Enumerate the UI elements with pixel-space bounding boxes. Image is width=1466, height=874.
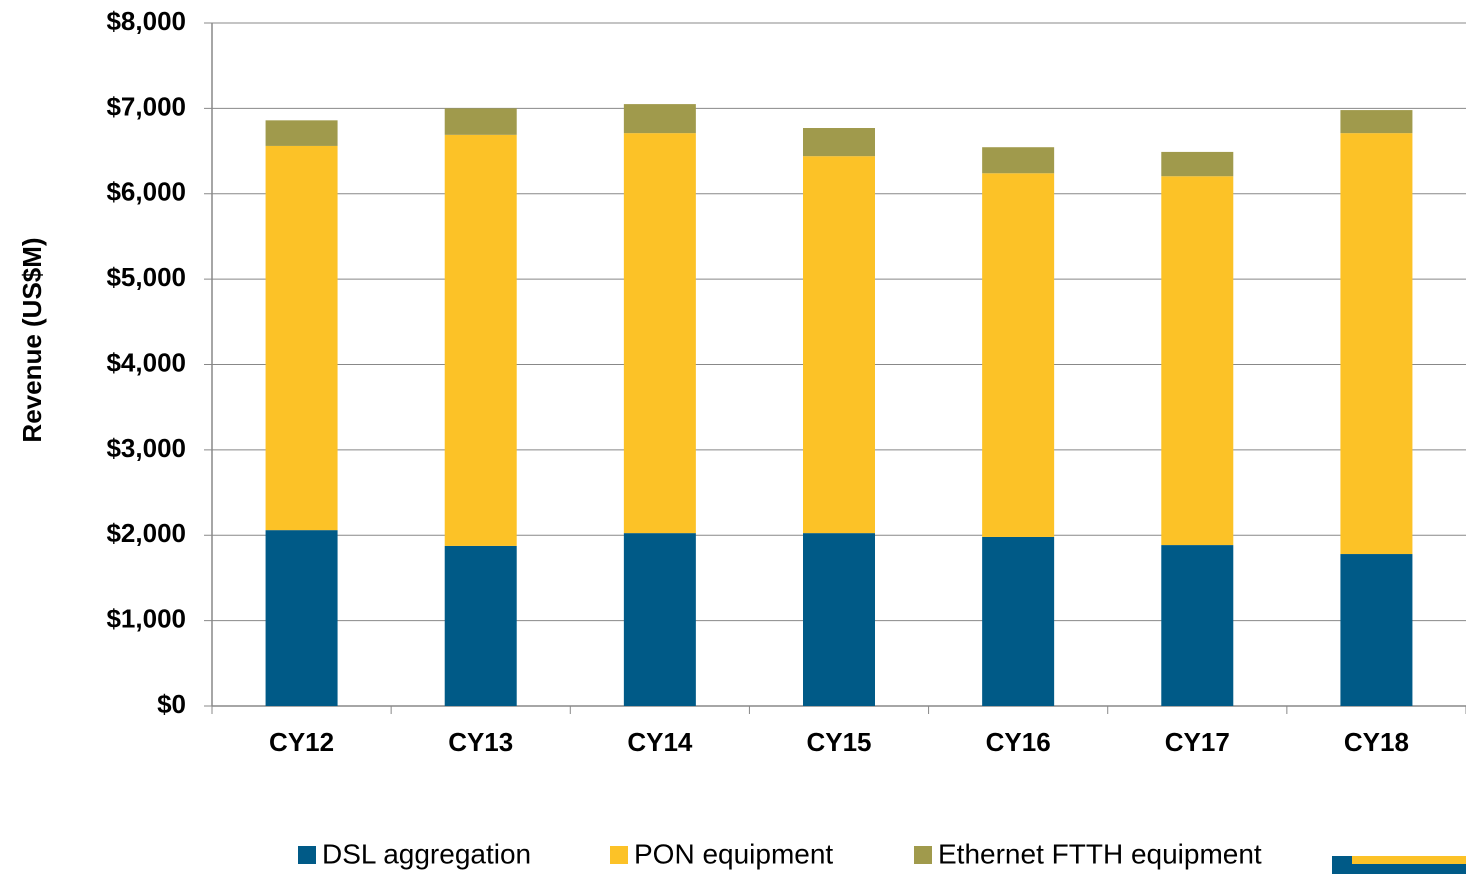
bar-segment	[1340, 554, 1413, 706]
x-tick-label: CY16	[986, 727, 1051, 757]
bar-segment	[803, 533, 875, 706]
y-tick-label: $8,000	[106, 6, 186, 36]
legend-label: Ethernet FTTH equipment	[938, 838, 1262, 869]
bar-segment	[444, 134, 517, 546]
bar-segment	[444, 545, 517, 706]
bar-segment	[982, 536, 1055, 706]
y-axis-title: Revenue (US$M)	[17, 237, 47, 442]
legend-label: DSL aggregation	[322, 838, 531, 869]
bar-segment	[1340, 110, 1413, 134]
legend-swatch	[914, 846, 932, 864]
bar-segment	[1161, 151, 1234, 177]
bar-segment	[623, 133, 696, 534]
y-tick-label: $6,000	[106, 177, 186, 207]
x-tick-label: CY12	[269, 727, 334, 757]
legend-swatch	[298, 846, 316, 864]
y-tick-label: $7,000	[106, 91, 186, 121]
bar-segment	[982, 173, 1055, 537]
y-tick-label: $4,000	[106, 347, 186, 377]
bar-segment	[444, 108, 517, 135]
bar-segment	[623, 104, 696, 134]
bar-segment	[1161, 176, 1234, 546]
bar-segment	[1161, 545, 1234, 706]
y-tick-label: $2,000	[106, 518, 186, 548]
bar-segment	[265, 145, 338, 531]
x-tick-label: CY14	[627, 727, 693, 757]
bar-segment	[623, 533, 696, 706]
bar-segment	[265, 530, 338, 706]
bar-segment	[1340, 133, 1413, 555]
x-tick-label: CY17	[1165, 727, 1230, 757]
y-tick-label: $1,000	[106, 604, 186, 634]
x-tick-label: CY15	[806, 727, 871, 757]
y-tick-label: $0	[157, 689, 186, 719]
logo-stripe	[1352, 856, 1466, 864]
legend-swatch	[610, 846, 628, 864]
x-tick-label: CY18	[1344, 727, 1409, 757]
bar-segment	[803, 128, 875, 157]
bar-segment	[982, 147, 1055, 174]
bar-segment	[803, 156, 875, 534]
y-tick-label: $3,000	[106, 433, 186, 463]
legend-label: PON equipment	[634, 838, 833, 869]
bar-segment	[265, 120, 338, 146]
y-tick-label: $5,000	[106, 262, 186, 292]
x-tick-label: CY13	[448, 727, 513, 757]
